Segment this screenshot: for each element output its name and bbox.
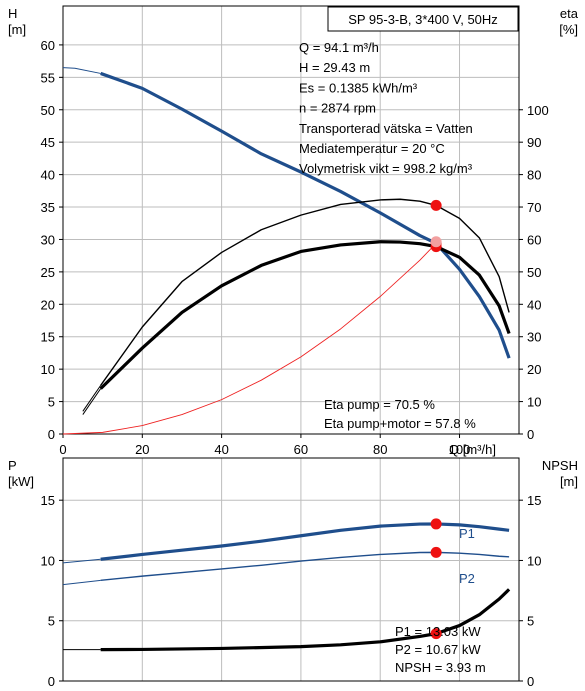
info-temp: Mediatemperatur = 20 °C bbox=[299, 141, 445, 156]
y-left-tick-label: 25 bbox=[41, 265, 55, 280]
grid bbox=[63, 6, 519, 434]
P2-curve bbox=[100, 551, 510, 582]
y-right-axis-unit: [%] bbox=[559, 22, 578, 37]
head-curve-extension bbox=[62, 67, 101, 74]
x-axis-label: Q [m³/h] bbox=[449, 442, 496, 457]
y-left-tick-label: 15 bbox=[41, 493, 55, 508]
y-right-tick-label: 0 bbox=[527, 427, 534, 442]
y-right-tick-label: 40 bbox=[527, 297, 541, 312]
y-left-tick-label: 0 bbox=[48, 674, 55, 689]
y-right-tick-label: 100 bbox=[527, 103, 549, 118]
duty-point-marker bbox=[430, 628, 442, 640]
y-left-tick-label: 0 bbox=[48, 427, 55, 442]
x-tick-label: 20 bbox=[135, 442, 149, 457]
info-p1: P1 = 13.03 kW bbox=[395, 624, 481, 639]
chart-title: SP 95-3-B, 3*400 V, 50Hz bbox=[348, 12, 498, 27]
y-left-tick-label: 55 bbox=[41, 70, 55, 85]
eta_pump_motor-curve-extension bbox=[82, 388, 102, 415]
y-left-tick-label: 15 bbox=[41, 330, 55, 345]
series-label-p1: P1 bbox=[459, 526, 475, 541]
y-left-tick-label: 5 bbox=[48, 395, 55, 410]
y-left-axis-label: H bbox=[8, 6, 17, 21]
y-right-tick-label: 70 bbox=[527, 200, 541, 215]
info-es: Es = 0.1385 kWh/m³ bbox=[299, 80, 418, 95]
y-left-axis-label: P bbox=[8, 458, 17, 473]
info-eta-pump-motor: Eta pump+motor = 57.8 % bbox=[324, 416, 476, 431]
info-q: Q = 94.1 m³/h bbox=[299, 40, 379, 55]
eta_pump-curve-extension bbox=[82, 385, 102, 412]
y-right-axis-unit: [m] bbox=[560, 474, 578, 489]
series-label-p2: P2 bbox=[459, 571, 475, 586]
y-right-tick-label: 5 bbox=[527, 614, 534, 629]
info-liquid: Transporterad vätska = Vatten bbox=[299, 121, 473, 136]
y-right-tick-label: 10 bbox=[527, 553, 541, 568]
P2-curve-extension bbox=[62, 579, 101, 586]
y-right-tick-label: 15 bbox=[527, 493, 541, 508]
y-left-tick-label: 30 bbox=[41, 232, 55, 247]
duty-point-marker bbox=[430, 236, 442, 248]
y-right-tick-label: 90 bbox=[527, 135, 541, 150]
head-curve bbox=[100, 71, 511, 359]
eta_pump-curve bbox=[100, 198, 510, 386]
P1-curve bbox=[100, 522, 510, 561]
y-right-tick-label: 60 bbox=[527, 232, 541, 247]
y-left-axis-unit: [kW] bbox=[8, 474, 34, 489]
plot-frame bbox=[62, 5, 520, 435]
system_curve-curve bbox=[62, 243, 437, 435]
plot-frame bbox=[62, 457, 520, 682]
NPSH-curve bbox=[100, 588, 511, 652]
y-right-axis-label: NPSH bbox=[542, 458, 578, 473]
y-left-tick-label: 20 bbox=[41, 297, 55, 312]
head-efficiency-panel: 0 5 10 15 20 25 30 35 40 45 50 55 60 0 10 20 30 40 50 60 70 8… bbox=[8, 5, 579, 457]
duty-point-marker bbox=[430, 518, 442, 530]
info-eta-pump: Eta pump = 70.5 % bbox=[324, 397, 435, 412]
x-tick-label: 0 bbox=[59, 442, 66, 457]
y-left-tick-label: 45 bbox=[41, 135, 55, 150]
y-right-axis-label: eta bbox=[560, 6, 579, 21]
x-tick-label: 100 bbox=[449, 442, 471, 457]
x-tick-label: 80 bbox=[373, 442, 387, 457]
y-left-tick-label: 10 bbox=[41, 362, 55, 377]
info-density: Volymetrisk vikt = 998.2 kg/m³ bbox=[299, 161, 473, 176]
y-left-axis-unit: [m] bbox=[8, 22, 26, 37]
y-right-tick-label: 0 bbox=[527, 674, 534, 689]
x-tick-label: 60 bbox=[294, 442, 308, 457]
y-right-tick-label: 30 bbox=[527, 330, 541, 345]
y-left-tick-label: 50 bbox=[41, 103, 55, 118]
y-left-tick-label: 5 bbox=[48, 614, 55, 629]
y-right-tick-label: 10 bbox=[527, 395, 541, 410]
y-right-tick-label: 50 bbox=[527, 265, 541, 280]
y-left-tick-label: 60 bbox=[41, 38, 55, 53]
x-tick-label: 40 bbox=[214, 442, 228, 457]
y-right-tick-label: 80 bbox=[527, 168, 541, 183]
info-p2: P2 = 10.67 kW bbox=[395, 642, 481, 657]
title-box bbox=[327, 6, 519, 32]
duty-point-marker bbox=[430, 546, 442, 558]
y-right-tick-label: 20 bbox=[527, 362, 541, 377]
info-n: n = 2874 rpm bbox=[299, 101, 376, 116]
power-npsh-panel: 0 5 10 15 0 5 10 15 P[kW] NPSH[m] P1 P2 P1 = 13.03 k… bbox=[8, 457, 578, 689]
info-npsh: NPSH = 3.93 m bbox=[395, 660, 486, 675]
P1-curve-extension bbox=[62, 558, 101, 564]
y-left-tick-label: 35 bbox=[41, 200, 55, 215]
duty-point-marker bbox=[430, 199, 442, 211]
y-left-tick-label: 10 bbox=[41, 553, 55, 568]
info-h: H = 29.43 m bbox=[299, 60, 370, 75]
y-left-tick-label: 40 bbox=[41, 168, 55, 183]
eta_pump_motor-curve bbox=[99, 240, 511, 390]
